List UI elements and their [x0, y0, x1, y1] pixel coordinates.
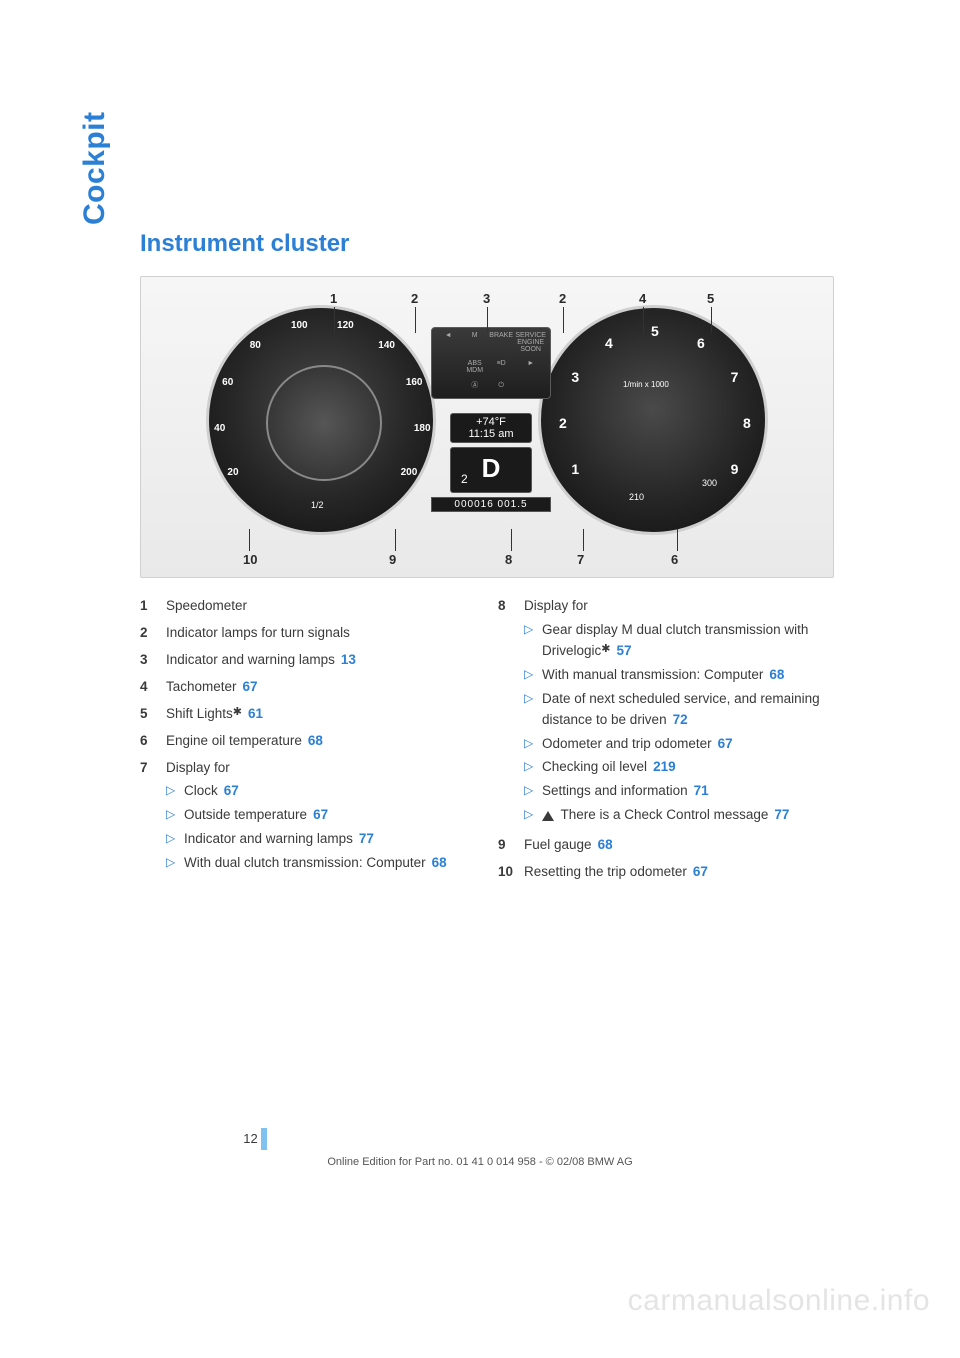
- callout-label: 7: [577, 552, 584, 567]
- gear-display: 2 D: [450, 447, 532, 493]
- watermark: carmanualsonline.info: [628, 1284, 930, 1318]
- page-ref-link[interactable]: 67: [224, 783, 239, 798]
- legend-item: 3Indicator and warning lamps13: [140, 650, 476, 671]
- legend-subitem: ▷Date of next scheduled service, and rem…: [524, 689, 834, 731]
- legend-subitem: ▷Gear display M dual clutch transmission…: [524, 620, 834, 662]
- legend-subitem: ▷Outside temperature67: [166, 805, 476, 826]
- page-ref-link[interactable]: 67: [693, 864, 708, 879]
- legend-columns: 1Speedometer 2Indicator lamps for turn si…: [140, 596, 834, 889]
- callout-label: 10: [243, 552, 257, 567]
- callout-label: 1: [330, 291, 337, 306]
- callout-label: 6: [671, 552, 678, 567]
- page-ref-link[interactable]: 219: [653, 759, 676, 774]
- section-title: Instrument cluster: [140, 230, 870, 258]
- legend-left-column: 1Speedometer 2Indicator lamps for turn si…: [140, 596, 476, 889]
- page-footer: 12 Online Edition for Part no. 01 41 0 0…: [0, 1128, 960, 1168]
- page-ref-link[interactable]: 68: [598, 837, 613, 852]
- page-ref-link[interactable]: 57: [617, 643, 632, 658]
- tachometer-gauge: 1234567891/min x 1000210300: [538, 305, 768, 535]
- legend-subitem: ▷ There is a Check Control message77: [524, 805, 834, 826]
- legend-item: 8Display for▷Gear display M dual clutch …: [498, 596, 834, 829]
- legend-item: 4Tachometer67: [140, 677, 476, 698]
- legend-item: 6Engine oil temperature68: [140, 731, 476, 752]
- temp-display: +74°F 11:15 am: [450, 413, 532, 443]
- legend-right-column: 8Display for▷Gear display M dual clutch …: [498, 596, 834, 889]
- section-tab: Cockpit: [78, 111, 112, 225]
- legend-subitem: ▷Odometer and trip odometer67: [524, 734, 834, 755]
- legend-subitem: ▷Indicator and warning lamps77: [166, 829, 476, 850]
- legend-item: 5Shift Lights✱61: [140, 704, 476, 725]
- legend-subitem: ▷With manual transmission: Computer68: [524, 665, 834, 686]
- odometer-display: 000016 001.5: [431, 497, 551, 512]
- page-ref-link[interactable]: 68: [432, 855, 447, 870]
- legend-item: 2Indicator lamps for turn signals: [140, 623, 476, 644]
- speedometer-gauge: 204060801001201401601802001/2: [206, 305, 436, 535]
- page-ref-link[interactable]: 68: [769, 667, 784, 682]
- legend-item: 10Resetting the trip odometer67: [498, 862, 834, 883]
- callout-label: 9: [389, 552, 396, 567]
- legend-subitem: ▷Checking oil level219: [524, 757, 834, 778]
- page-ref-link[interactable]: 67: [718, 736, 733, 751]
- legend-item: 7Display for▷Clock67▷Outside temperature…: [140, 758, 476, 878]
- legend-subitem: ▷Clock67: [166, 781, 476, 802]
- page-ref-link[interactable]: 77: [359, 831, 374, 846]
- callout-label: 2: [411, 291, 418, 306]
- instrument-cluster-figure: 204060801001201401601802001/2 1234567891…: [140, 276, 834, 578]
- page-ref-link[interactable]: 67: [313, 807, 328, 822]
- legend-item: 1Speedometer: [140, 596, 476, 617]
- legend-subitem: ▷With dual clutch transmission: Computer…: [166, 853, 476, 874]
- edition-line: Online Edition for Part no. 01 41 0 014 …: [0, 1156, 960, 1168]
- page-ref-link[interactable]: 72: [673, 712, 688, 727]
- legend-item: 9Fuel gauge68: [498, 835, 834, 856]
- page-ref-link[interactable]: 77: [774, 807, 789, 822]
- callout-label: 2: [559, 291, 566, 306]
- legend-subitem: ▷Settings and information71: [524, 781, 834, 802]
- page-ref-link[interactable]: 13: [341, 652, 356, 667]
- page-ref-link[interactable]: 71: [694, 783, 709, 798]
- callout-label: 4: [639, 291, 646, 306]
- page-number-bar: [261, 1128, 267, 1150]
- page-number: 12: [243, 1131, 257, 1146]
- callout-label: 8: [505, 552, 512, 567]
- callout-label: 3: [483, 291, 490, 306]
- center-stack: ◄MBRAKESERVICE ENGINE SOON ABS MDM≡D► Ⓐ⏻…: [431, 327, 551, 512]
- warning-lamp-panel: ◄MBRAKESERVICE ENGINE SOON ABS MDM≡D► Ⓐ⏻: [431, 327, 551, 399]
- page-ref-link[interactable]: 61: [248, 706, 263, 721]
- callout-label: 5: [707, 291, 714, 306]
- page-ref-link[interactable]: 67: [243, 679, 258, 694]
- page-ref-link[interactable]: 68: [308, 733, 323, 748]
